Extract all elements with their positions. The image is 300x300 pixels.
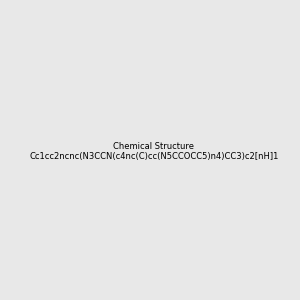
Text: Chemical Structure
Cc1cc2ncnc(N3CCN(c4nc(C)cc(N5CCOCC5)n4)CC3)c2[nH]1: Chemical Structure Cc1cc2ncnc(N3CCN(c4nc… <box>29 142 278 161</box>
